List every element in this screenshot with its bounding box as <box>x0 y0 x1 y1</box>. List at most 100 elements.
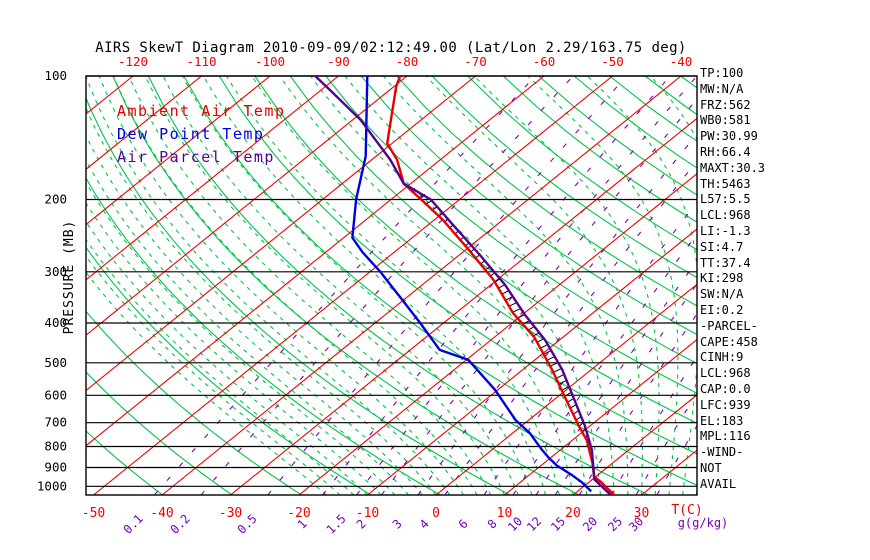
mixing-ratio-line <box>417 133 697 495</box>
isotherm-line <box>0 76 65 495</box>
plot-frame <box>85 75 698 496</box>
top-temp-tick-label: -60 <box>533 54 556 69</box>
isotherm-line <box>367 228 697 495</box>
mixing-ratio-line <box>200 76 574 495</box>
moist-adiabat-line <box>86 76 451 495</box>
dry-adiabat-line <box>86 177 441 495</box>
top-temp-tick-label: -100 <box>255 54 285 69</box>
moist-adiabat-line <box>128 76 492 495</box>
pressure-axis-label: PRESSURE (MB) <box>62 220 77 335</box>
moist-adiabat-line <box>382 76 629 495</box>
mixing-ratio-line <box>322 76 671 495</box>
stat-line: LI:-1.3 <box>700 223 751 238</box>
mixing-ratio-tick-label: 6 <box>456 517 471 532</box>
isotherm-line <box>86 76 545 447</box>
isotherm-line <box>230 117 697 495</box>
stat-line: TT:37.4 <box>700 255 751 270</box>
stat-line: SW:N/A <box>700 287 744 302</box>
legend: Ambient Air Temp Dew Point Temp Air Parc… <box>117 100 286 169</box>
bottom-temp-tick-label: 20 <box>565 506 581 521</box>
mixing-ratio-tick-label: 0.1 <box>121 512 146 537</box>
bottom-temp-tick-label: -50 <box>82 506 105 521</box>
stat-line: EL:183 <box>700 413 744 428</box>
pressure-tick-label: 500 <box>44 355 67 370</box>
dew-point-curve <box>351 76 593 493</box>
stat-line: EI:0.2 <box>700 302 744 317</box>
dry-adiabat-line <box>86 310 302 495</box>
stat-line: TP:100 <box>700 66 744 80</box>
legend-ambient-temp: Ambient Air Temp <box>117 102 286 120</box>
stat-line: AVAIL <box>700 476 737 491</box>
mixing-ratio-line <box>381 98 697 495</box>
stat-line: FRZ:562 <box>700 97 751 112</box>
mixing-ratio-line <box>512 233 697 495</box>
moist-adiabat-line <box>86 134 423 495</box>
stat-line: LFC:939 <box>700 397 751 412</box>
top-temp-tick-label: -40 <box>670 54 693 69</box>
top-temp-tick-label: -120 <box>118 54 148 69</box>
dry-adiabat-line <box>183 76 697 486</box>
bottom-temp-tick-label: -30 <box>219 506 242 521</box>
temp-unit-label: T(C) <box>671 503 702 518</box>
moist-adiabat-line <box>86 238 355 495</box>
dry-adiabat-line <box>147 76 650 495</box>
isotherm-line <box>93 76 613 495</box>
moist-adiabat-line <box>473 76 660 495</box>
stat-line: CAPE:458 <box>700 334 758 349</box>
moist-adiabat-line <box>425 76 643 495</box>
stat-line: CAP:0.0 <box>700 381 751 396</box>
isotherm-line <box>86 76 271 226</box>
top-temp-tick-label: -110 <box>186 54 216 69</box>
top-temp-tick-label: -80 <box>396 54 419 69</box>
moist-adiabat-line <box>112 76 478 495</box>
pressure-tick-label: 200 <box>44 192 67 207</box>
dry-adiabat-line <box>86 96 511 495</box>
bottom-temp-tick-label: -40 <box>150 506 173 521</box>
mixing-ratio-tick-label: 3 <box>390 517 405 532</box>
isotherm-line <box>504 338 697 495</box>
pressure-tick-label: 300 <box>44 264 67 279</box>
isotherm-line <box>86 76 408 336</box>
moist-adiabat-line <box>587 76 697 495</box>
moist-adiabat-line <box>203 76 547 495</box>
stat-line: RH:66.4 <box>700 144 751 159</box>
mixing-ratio-line <box>356 76 697 495</box>
parcel-temp-curve <box>314 76 612 495</box>
legend-air-parcel: Air Parcel Temp <box>117 148 275 166</box>
dry-adiabat-line <box>86 430 163 495</box>
moist-adiabat-line <box>527 76 679 495</box>
moist-adiabat-line <box>98 76 464 495</box>
mixing-ratio-tick-label: 12 <box>524 514 544 534</box>
mixing-ratio-tick-label: 25 <box>605 514 625 534</box>
dry-adiabat-line <box>431 76 697 279</box>
dry-adiabat-line <box>289 76 697 394</box>
stat-line: L57:5.5 <box>700 192 751 207</box>
stat-line: LCL:968 <box>700 208 751 223</box>
moist-adiabat-line <box>162 76 519 495</box>
stat-line: CINH:9 <box>700 350 744 365</box>
stat-line: SI:4.7 <box>700 239 744 254</box>
stat-line: MW:N/A <box>700 81 744 96</box>
dry-adiabat-line <box>325 76 697 365</box>
stat-line: MAXT:30.3 <box>700 160 766 175</box>
moist-adiabat-line <box>226 76 560 495</box>
bottom-temp-tick-label: -20 <box>287 506 310 521</box>
pressure-tick-label: 400 <box>44 315 67 330</box>
bottom-temp-tick-label: 30 <box>634 506 650 521</box>
moist-adiabat-line <box>344 76 615 495</box>
stat-line: LCL:968 <box>700 366 751 381</box>
isotherm-line <box>161 76 682 495</box>
moist-adiabat-line <box>86 271 327 495</box>
mixing-ratio-line <box>267 76 628 495</box>
moist-adiabat-line <box>86 255 341 495</box>
bottom-temp-tick-label: 10 <box>497 506 513 521</box>
bottom-temp-tick-label: 0 <box>432 506 440 521</box>
isotherm-line <box>298 172 697 495</box>
stat-line: -PARCEL- <box>700 318 758 333</box>
legend-dew-point: Dew Point Temp <box>117 125 265 143</box>
moist-adiabat-line <box>279 76 588 495</box>
bottom-temp-tick-label: -10 <box>356 506 379 521</box>
moist-adiabat-line <box>86 106 437 495</box>
top-temp-tick-label: -90 <box>327 54 350 69</box>
